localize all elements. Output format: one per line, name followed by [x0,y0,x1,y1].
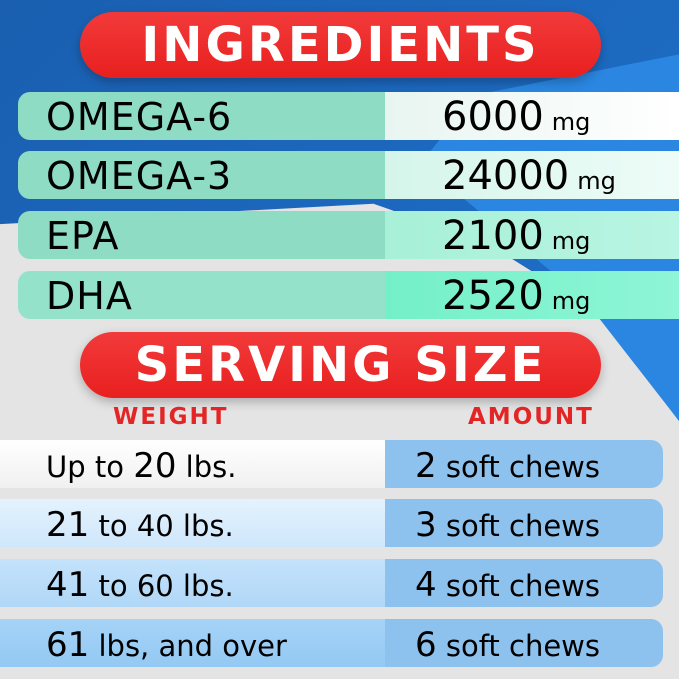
weight-text: Up to [46,450,134,484]
amount-unit: mg [551,227,591,255]
chew-count: 2 [415,446,437,486]
weight-text: lbs, and over [89,629,287,663]
ingredient-name: OMEGA-6 [18,92,385,140]
chew-amount: 3 soft chews [385,499,663,547]
weight-number: 20 [133,446,177,486]
weight-range: Up to 20 lbs. [0,440,385,488]
amount-value: 2100 [442,213,544,259]
ingredient-amount: 6000 mg [385,92,679,140]
amount-unit: mg [551,287,591,315]
weight-header: WEIGHT [113,404,229,430]
ingredient-name: EPA [18,211,385,259]
chew-amount: 4 soft chews [385,559,663,607]
amount-header: AMOUNT [468,404,594,430]
weight-number: 61 [46,625,90,665]
weight-range: 61 lbs, and over [0,619,385,667]
chew-count: 3 [415,505,437,545]
chew-text: soft chews [436,629,600,663]
serving-row: Up to 20 lbs. 2 soft chews [0,440,663,488]
amount-value: 24000 [442,153,570,199]
ingredient-amount: 2520 mg [385,271,679,319]
weight-range: 21 to 40 lbs. [0,499,385,547]
ingredient-name: OMEGA-3 [18,151,385,199]
amount-value: 2520 [442,273,544,319]
ingredient-row: OMEGA-3 24000 mg [18,151,679,199]
ingredients-title: INGREDIENTS [80,12,601,78]
chew-text: soft chews [436,509,600,543]
chew-count: 6 [415,625,437,665]
weight-text: to 40 lbs. [89,509,234,543]
chew-amount: 2 soft chews [385,440,663,488]
ingredient-name: DHA [18,271,385,319]
chew-text: soft chews [436,450,600,484]
ingredient-row: OMEGA-6 6000 mg [18,92,679,140]
serving-row: 21 to 40 lbs. 3 soft chews [0,499,663,547]
chew-count: 4 [415,565,437,605]
serving-row: 61 lbs, and over 6 soft chews [0,619,663,667]
weight-number: 21 [46,505,90,545]
amount-unit: mg [551,108,591,136]
serving-row: 41 to 60 lbs. 4 soft chews [0,559,663,607]
weight-range: 41 to 60 lbs. [0,559,385,607]
amount-unit: mg [577,167,616,195]
serving-size-title: SERVING SIZE [80,332,601,398]
weight-number: 41 [46,565,90,605]
amount-value: 6000 [442,94,544,140]
weight-text: lbs. [176,450,237,484]
chew-amount: 6 soft chews [385,619,663,667]
chew-text: soft chews [436,569,600,603]
weight-text: to 60 lbs. [89,569,234,603]
ingredient-row: DHA 2520 mg [18,271,679,319]
ingredient-amount: 24000 mg [385,151,679,199]
ingredient-row: EPA 2100 mg [18,211,679,259]
ingredient-amount: 2100 mg [385,211,679,259]
